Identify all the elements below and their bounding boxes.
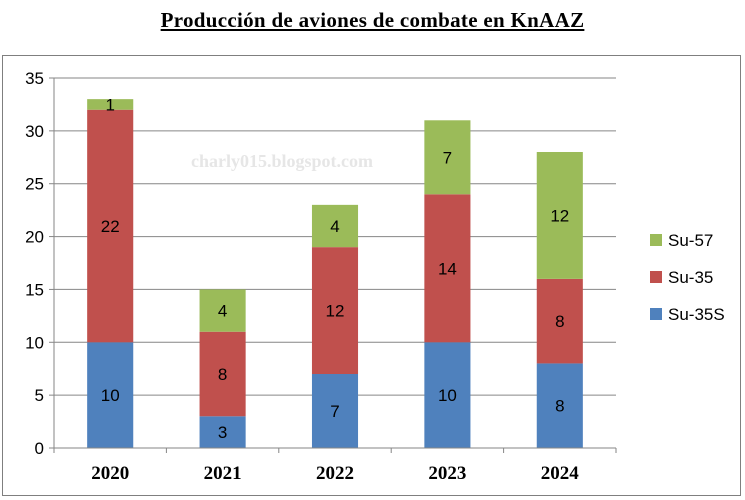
bar-segment [424, 194, 471, 343]
bar-segment [199, 289, 246, 332]
bar-segment [536, 278, 583, 364]
data-label: 7 [330, 402, 339, 421]
bar-segment [199, 331, 246, 417]
data-label: 10 [101, 386, 120, 405]
y-tick-label: 5 [35, 386, 44, 405]
chart-title: Producción de aviones de combate en KnAA… [160, 8, 585, 32]
bar-segment [536, 363, 583, 448]
bar-segment [424, 120, 471, 195]
bar-segment [87, 109, 134, 343]
gridlines [54, 77, 616, 396]
data-label: 8 [555, 397, 564, 416]
data-label: 4 [330, 217, 339, 236]
chart-frame [2, 55, 741, 496]
bar-segment [424, 342, 471, 448]
x-tick-label: 2022 [316, 463, 354, 484]
bar-segment [536, 152, 583, 279]
data-label: 8 [218, 365, 227, 384]
bar-segment [311, 374, 359, 448]
legend-label: Su-35S [668, 305, 725, 324]
y-tick-label: 25 [25, 175, 44, 194]
data-label: 3 [218, 423, 227, 442]
data-labels: 10 22 1 3 8 4 7 12 4 10 14 7 8 8 12 [101, 95, 570, 442]
legend: Su-57 Su-35 Su-35S [650, 231, 725, 324]
y-tick-label: 35 [25, 69, 44, 88]
bars [87, 99, 583, 448]
legend-label: Su-35 [668, 268, 713, 287]
data-label: 1 [105, 95, 114, 114]
data-label: 4 [218, 302, 227, 321]
data-label: 22 [101, 217, 120, 236]
bar-segment [87, 342, 134, 448]
x-tick-label: 2024 [541, 463, 580, 484]
y-tick-label: 30 [25, 122, 44, 141]
data-label: 10 [438, 386, 457, 405]
data-label: 8 [555, 312, 564, 331]
bar-segment [199, 416, 246, 448]
y-tick-label: 20 [25, 228, 44, 247]
bar-segment [311, 204, 359, 248]
bar-segment [311, 247, 359, 374]
legend-swatch [650, 308, 662, 320]
y-tick-label: 15 [25, 280, 44, 299]
legend-swatch [650, 271, 662, 283]
legend-label: Su-57 [668, 231, 713, 250]
data-label: 7 [443, 148, 452, 167]
y-tick-label: 0 [35, 439, 44, 458]
bar-segment [87, 99, 134, 110]
x-tick-label: 2020 [91, 463, 129, 484]
data-label: 12 [550, 206, 569, 225]
data-label: 12 [326, 302, 345, 321]
y-tick-label: 10 [25, 333, 44, 352]
x-tick-label: 2021 [204, 463, 242, 484]
x-tick-label: 2023 [428, 463, 466, 484]
axes: 0 5 10 15 20 25 30 35 2020 2021 2022 2023 2024 [25, 69, 617, 484]
watermark: charly015.blogspot.com [191, 151, 373, 171]
data-label: 14 [438, 259, 457, 278]
legend-swatch [650, 234, 662, 246]
